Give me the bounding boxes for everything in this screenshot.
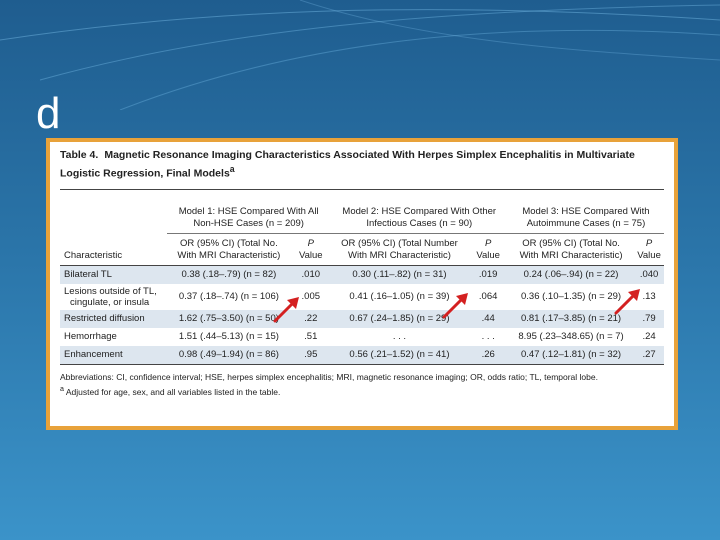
odds-ratio-cell: 8.95 (.23–348.65) (n = 7) bbox=[518, 331, 624, 342]
red-arrow-icon bbox=[442, 293, 468, 319]
p-value-cell: .005 bbox=[301, 291, 321, 302]
or-header-3: OR (95% CI) (Total No. With MRI Character… bbox=[507, 233, 635, 266]
odds-ratio-cell: 0.81 (.17–3.85) (n = 21) bbox=[507, 309, 635, 328]
odds-ratio-cell: 0.30 (.11–.82) (n = 31) bbox=[330, 265, 469, 284]
p-value-cell: .22 bbox=[291, 309, 331, 328]
row-characteristic: Hemorrhage bbox=[64, 331, 117, 342]
table-title: Magnetic Resonance Imaging Characteristi… bbox=[60, 149, 635, 180]
characteristic-header: Characteristic bbox=[60, 233, 167, 266]
adjustment-footnote: a Adjusted for age, sex, and all variabl… bbox=[60, 384, 281, 397]
red-arrow-icon bbox=[273, 297, 299, 323]
p-value-cell: .064 bbox=[478, 291, 498, 302]
model-3-header: Model 3: HSE Compared With Autoimmune Cas… bbox=[507, 189, 664, 234]
bottom-rule bbox=[60, 363, 664, 365]
row-characteristic: Lesions outside of TL, cingulate, or insu… bbox=[64, 285, 157, 308]
table-row: Hemorrhage 1.51 (.44–5.13) (n = 15) .51 … bbox=[60, 328, 664, 346]
model-2-header: Model 2: HSE Compared With Other Infectio… bbox=[330, 189, 508, 234]
p-header-3: P Value bbox=[634, 233, 664, 266]
red-arrow-icon bbox=[614, 289, 640, 315]
regression-table: Model 1: HSE Compared With All Non-HSE Ca… bbox=[60, 189, 664, 364]
odds-ratio-cell: 0.41 (.16–1.05) (n = 39) bbox=[349, 291, 450, 302]
model-1-header: Model 1: HSE Compared With All Non-HSE Ca… bbox=[166, 189, 331, 234]
p-header-2: P Value bbox=[468, 233, 508, 266]
table-number: Table 4. bbox=[60, 149, 99, 161]
p-value-cell: .44 bbox=[468, 309, 508, 328]
abbreviations-note: Abbreviations: CI, confidence interval; … bbox=[60, 371, 598, 382]
odds-ratio-cell: 0.24 (.06–.94) (n = 22) bbox=[507, 265, 635, 284]
table-row: Enhancement 0.98 (.49–1.94) (n = 86) .95… bbox=[60, 345, 664, 364]
table-footnotes: Abbreviations: CI, confidence interval; … bbox=[60, 371, 664, 398]
p-value-cell: .26 bbox=[468, 345, 508, 364]
table-figure: Table 4. Magnetic Resonance Imaging Chara… bbox=[46, 138, 678, 430]
p-header-1: P Value bbox=[291, 233, 331, 266]
odds-ratio-cell: 0.98 (.49–1.94) (n = 86) bbox=[166, 345, 291, 364]
odds-ratio-cell: . . . bbox=[392, 331, 407, 342]
p-value-cell: .27 bbox=[634, 345, 664, 364]
top-rule bbox=[60, 188, 664, 190]
table-caption: Table 4. Magnetic Resonance Imaging Chara… bbox=[60, 148, 664, 181]
table-row: Lesions outside of TL, cingulate, or insu… bbox=[60, 284, 664, 310]
p-value-cell: .79 bbox=[634, 309, 664, 328]
p-value-cell: .019 bbox=[468, 265, 508, 284]
row-characteristic: Restricted diffusion bbox=[60, 309, 167, 328]
table-row: Restricted diffusion 1.62 (.75–3.50) (n … bbox=[60, 309, 664, 328]
odds-ratio-cell: 0.47 (.12–1.81) (n = 32) bbox=[507, 345, 635, 364]
odds-ratio-cell: 1.51 (.44–5.13) (n = 15) bbox=[178, 331, 279, 342]
p-value-cell: .13 bbox=[642, 291, 656, 302]
p-value-cell: .24 bbox=[642, 331, 656, 342]
or-header-1: OR (95% CI) (Total No. With MRI Character… bbox=[166, 233, 291, 266]
column-header-row: Characteristic OR (95% CI) (Total No. Wit… bbox=[60, 233, 664, 266]
p-value-cell: .95 bbox=[291, 345, 331, 364]
odds-ratio-cell: 0.36 (.10–1.35) (n = 29) bbox=[521, 291, 622, 302]
odds-ratio-cell: 0.38 (.18–.79) (n = 82) bbox=[166, 265, 291, 284]
odds-ratio-cell: 0.67 (.24–1.85) (n = 29) bbox=[330, 309, 469, 328]
row-characteristic: Bilateral TL bbox=[60, 265, 167, 284]
row-characteristic: Enhancement bbox=[60, 345, 167, 364]
p-value-cell: .51 bbox=[304, 331, 318, 342]
table-row: Bilateral TL 0.38 (.18–.79) (n = 82) .01… bbox=[60, 265, 664, 284]
slide-title: d bbox=[36, 89, 61, 138]
title-footnote-marker: a bbox=[229, 164, 235, 174]
p-value-cell: . . . bbox=[481, 331, 495, 342]
background-swirl-decoration bbox=[0, 0, 720, 110]
odds-ratio-cell: 0.37 (.18–.74) (n = 106) bbox=[178, 291, 279, 302]
odds-ratio-cell: 0.56 (.21–1.52) (n = 41) bbox=[330, 345, 469, 364]
model-header-row: Model 1: HSE Compared With All Non-HSE Ca… bbox=[60, 189, 664, 234]
p-value-cell: .010 bbox=[291, 265, 331, 284]
or-header-2: OR (95% CI) (Total Number With MRI Charac… bbox=[330, 233, 469, 266]
p-value-cell: .040 bbox=[634, 265, 664, 284]
odds-ratio-cell: 1.62 (.75–3.50) (n = 50) bbox=[166, 309, 291, 328]
